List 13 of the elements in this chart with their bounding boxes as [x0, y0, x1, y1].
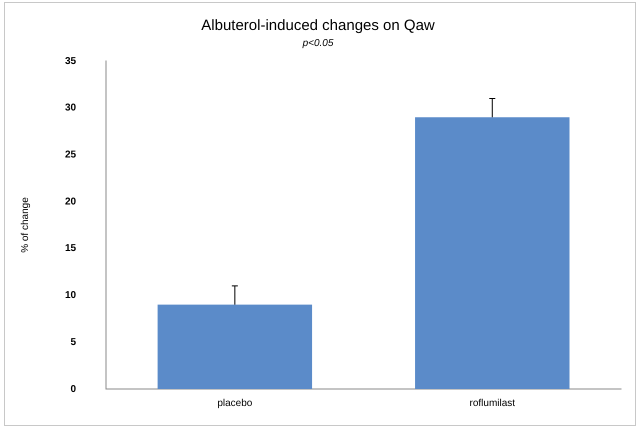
chart-subtitle: p<0.05	[302, 38, 334, 49]
x-tick-label: placebo	[217, 398, 253, 409]
y-tick-label: 10	[65, 290, 77, 302]
y-axis-title: % of change	[20, 196, 31, 253]
y-tick-label: 25	[65, 149, 77, 160]
chart-title: Albuterol-induced changes on Qaw	[201, 17, 435, 34]
y-tick-label: 30	[65, 102, 77, 114]
y-tick-label: 5	[70, 336, 77, 348]
y-tick-label: 20	[65, 196, 77, 208]
y-tick-label: 0	[70, 384, 77, 395]
y-tick-label: 35	[65, 56, 77, 67]
x-tick-label: roflumilast	[469, 398, 516, 409]
y-tick-label: 15	[65, 243, 77, 254]
